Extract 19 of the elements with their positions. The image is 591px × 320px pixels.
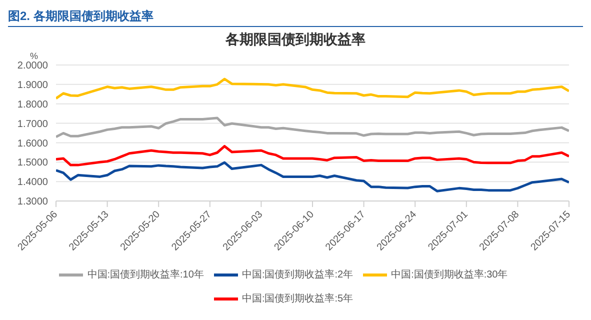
line-series	[56, 161, 569, 192]
y-tick-label: 1.6000	[17, 138, 48, 150]
y-tick-label: 1.4000	[17, 177, 48, 188]
y-axis-title: %	[30, 51, 38, 61]
chart-subtitle: 各期限国债到期收益率	[224, 31, 366, 49]
y-tick-label: 1.7000	[17, 118, 48, 130]
line-series	[56, 116, 569, 138]
chart-title: 图2. 各期限国债到期收益率	[8, 8, 583, 27]
legend-label: 中国:国债到期收益率:30年	[391, 270, 508, 281]
y-tick-label: 1.3000	[17, 196, 48, 208]
y-tick-label: 1.8000	[17, 99, 48, 110]
y-tick-label: 1.9000	[17, 80, 48, 91]
y-tick-label: 2.0000	[17, 60, 48, 72]
legend-label: 中国:国债到期收益率:5年	[242, 294, 354, 305]
line-series	[56, 144, 569, 166]
legend-label: 中国:国债到期收益率:2年	[242, 270, 354, 281]
y-tick-label: 1.5000	[17, 158, 48, 169]
line-series	[56, 78, 569, 100]
legend-label: 中国:国债到期收益率:10年	[87, 270, 204, 281]
